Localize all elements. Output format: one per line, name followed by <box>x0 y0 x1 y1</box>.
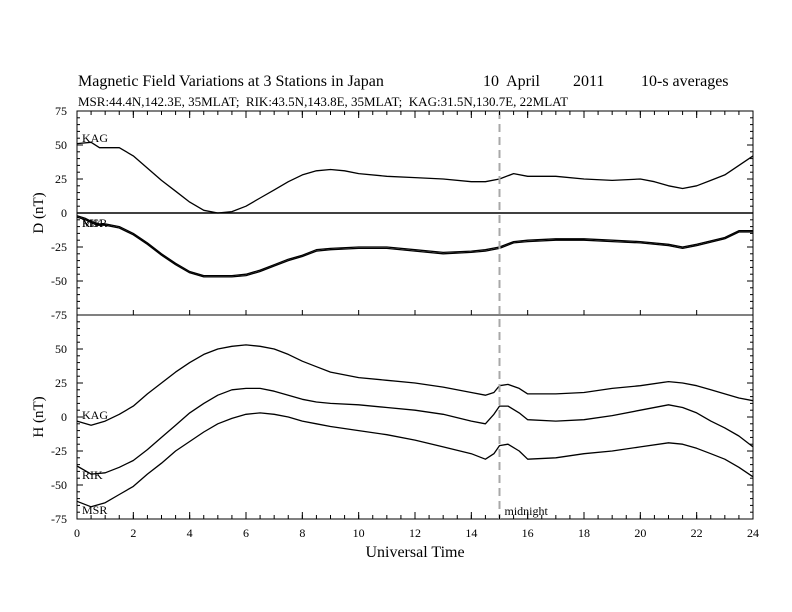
chart-averaging: 10-s averages <box>641 73 729 90</box>
xtick-label: 0 <box>74 526 80 540</box>
h-label-kag: KAG <box>82 408 108 422</box>
xtick-label: 10 <box>353 526 365 540</box>
chart-title: Magnetic Field Variations at 3 Stations … <box>78 73 384 90</box>
xtick-label: 18 <box>578 526 590 540</box>
d-label-kag: KAG <box>82 131 108 145</box>
h-label-msr: MSR <box>82 503 107 517</box>
panel-d-ytick-label: 75 <box>55 104 67 118</box>
panel-h-series-kag <box>76 344 754 426</box>
panel-h-ylabel: H (nT) <box>31 396 47 437</box>
panel-d-ytick-label: -50 <box>51 274 67 288</box>
panel-d-ytick-label: 50 <box>55 138 67 152</box>
panel-d-ytick-label: 25 <box>55 172 67 186</box>
h-label-rik: RIK <box>82 468 103 482</box>
chart-year: 2011 <box>573 73 605 90</box>
panel-d-ytick-label: -25 <box>51 240 67 254</box>
panel-h-ytick-label: -50 <box>51 478 67 492</box>
panel-h-ytick-label: -25 <box>51 444 67 458</box>
xtick-label: 24 <box>747 526 759 540</box>
d-label-msr: MSR <box>82 216 107 230</box>
chart-date: 10 April <box>483 73 540 90</box>
panel-h-ytick-label: -75 <box>51 512 67 526</box>
midnight-label: midnight <box>505 504 549 518</box>
panel-d-series-rik <box>76 215 753 277</box>
xtick-label: 22 <box>691 526 703 540</box>
xtick-label: 8 <box>299 526 305 540</box>
xtick-label: 16 <box>522 526 534 540</box>
panel-d-ytick-label: -75 <box>51 308 67 322</box>
panel-h-ytick-label: 25 <box>55 376 67 390</box>
xtick-label: 6 <box>243 526 249 540</box>
xtick-label: 14 <box>465 526 477 540</box>
xtick-label: 20 <box>634 526 646 540</box>
panel-d-ylabel: D (nT) <box>31 192 47 233</box>
panel-d-series-msr <box>76 216 753 278</box>
x-axis-label: Universal Time <box>365 544 464 561</box>
xtick-label: 12 <box>409 526 421 540</box>
panel-h-series-rik <box>76 387 754 475</box>
xtick-label: 4 <box>187 526 193 540</box>
panel-d-series-kag <box>76 141 754 214</box>
stations-subtitle: MSR:44.4N,142.3E, 35MLAT; RIK:43.5N,143.… <box>78 94 569 109</box>
panel-h-ytick-label: 0 <box>61 410 67 424</box>
panel-h-series-msr <box>76 412 754 508</box>
panel-d-ytick-label: 0 <box>61 206 67 220</box>
d-label-rik: RIK <box>82 216 103 230</box>
panel-h-ytick-label: 50 <box>55 342 67 356</box>
xtick-label: 2 <box>130 526 136 540</box>
